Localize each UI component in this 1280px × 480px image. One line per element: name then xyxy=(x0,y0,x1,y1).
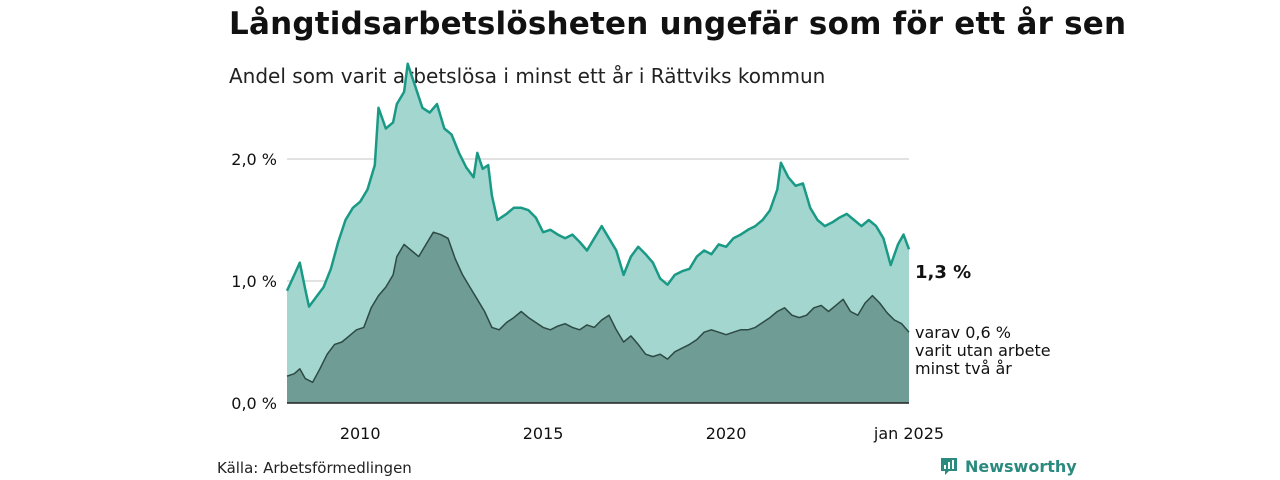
brand-logo[interactable]: Newsworthy xyxy=(939,456,1077,476)
sub-area xyxy=(287,232,909,403)
x-tick-label: 2015 xyxy=(523,424,564,443)
sub-series-label: varav 0,6 % varit utan arbete minst två … xyxy=(915,324,1075,378)
brand-name: Newsworthy xyxy=(965,456,1077,476)
sub-label-line3: minst två år xyxy=(915,359,1012,378)
sub-line xyxy=(286,231,910,384)
total-line xyxy=(285,62,911,308)
x-tick-label: 2010 xyxy=(340,424,381,443)
x-tick-label: 2020 xyxy=(706,424,747,443)
y-tick-label: 2,0 % xyxy=(231,150,277,169)
y-tick-label: 1,0 % xyxy=(231,272,277,291)
newsworthy-icon xyxy=(941,458,957,475)
sub-label-line1: varav 0,6 % xyxy=(915,323,1011,342)
x-tick-label: jan 2025 xyxy=(873,424,944,443)
y-tick-label: 0,0 % xyxy=(231,394,277,413)
chart-subtitle: Andel som varit arbetslösa i minst ett å… xyxy=(229,64,826,88)
sub-label-line2: varit utan arbete xyxy=(915,341,1051,360)
total-end-label: 1,3 % xyxy=(915,262,972,283)
source-note: Källa: Arbetsförmedlingen xyxy=(217,459,412,477)
chart-title: Långtidsarbetslösheten ungefär som för e… xyxy=(229,6,1127,42)
